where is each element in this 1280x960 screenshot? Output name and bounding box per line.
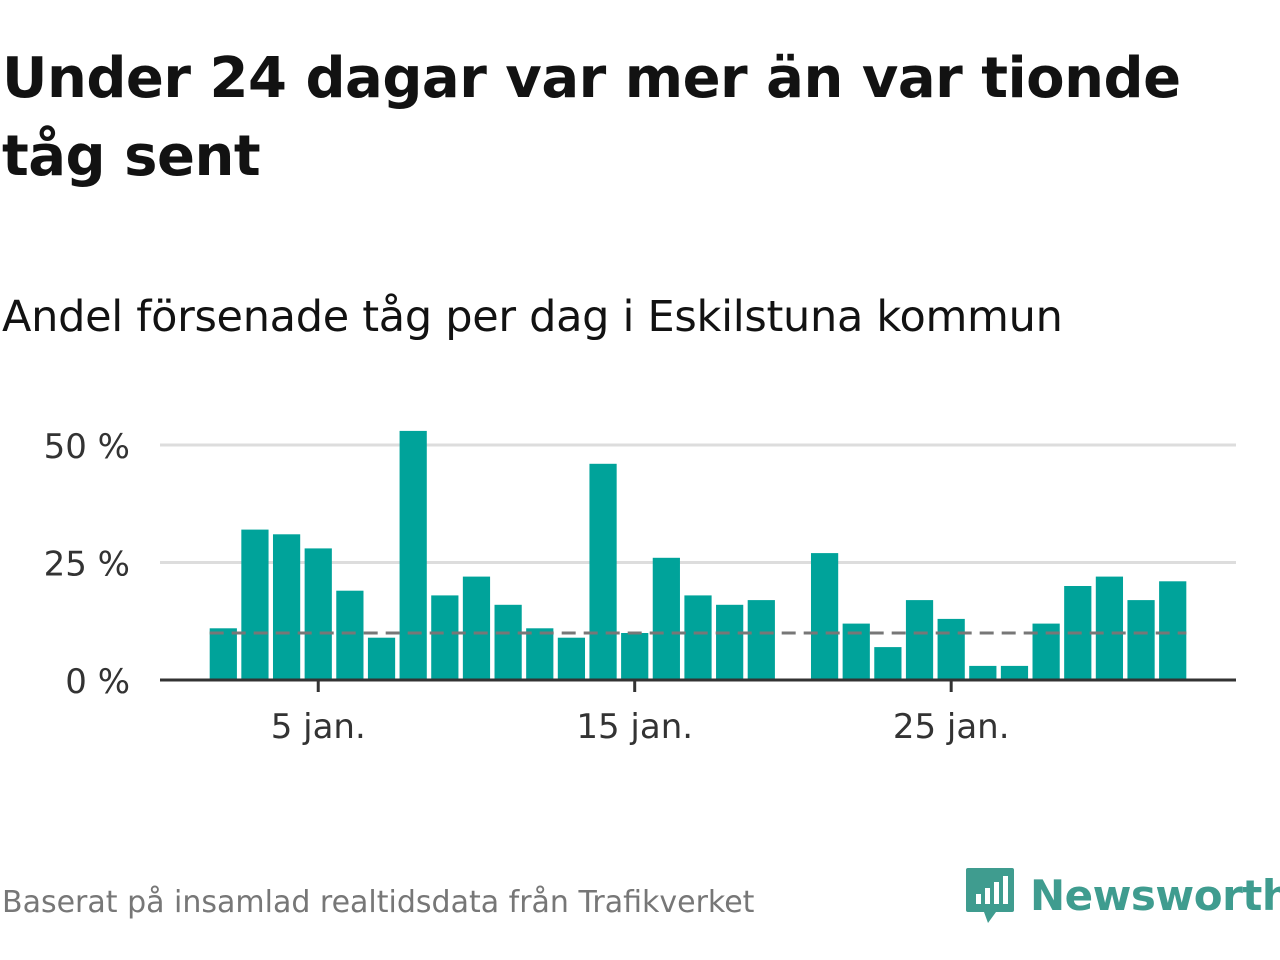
source-note: Baserat på insamlad realtidsdata från Tr… bbox=[2, 885, 755, 920]
bar bbox=[969, 665, 997, 680]
brand-name: Newsworthy bbox=[1030, 871, 1280, 920]
x-tick-label: 15 jan. bbox=[576, 707, 693, 747]
bar bbox=[1159, 581, 1187, 680]
bar bbox=[526, 628, 554, 680]
bar bbox=[304, 548, 332, 680]
x-tick-label: 25 jan. bbox=[893, 707, 1010, 747]
bar bbox=[684, 595, 712, 680]
bar bbox=[494, 604, 522, 680]
bar bbox=[810, 553, 839, 680]
bar bbox=[747, 600, 775, 680]
bar bbox=[874, 647, 902, 680]
bar bbox=[1095, 576, 1124, 680]
x-tick-label: 5 jan. bbox=[271, 707, 366, 747]
newsworthy-logo[interactable]: Newsworthy bbox=[964, 866, 1280, 926]
bar bbox=[1000, 665, 1029, 680]
y-tick-label: 0 % bbox=[65, 662, 130, 702]
bar bbox=[557, 637, 586, 680]
bar bbox=[241, 529, 269, 680]
bar bbox=[905, 600, 934, 680]
bar bbox=[367, 637, 396, 680]
bar bbox=[589, 463, 617, 680]
chart-title: Under 24 dagar var mer än var tionde tåg… bbox=[2, 46, 1181, 189]
bar-chart: 0 % 25 % 50 % 5 jan. 15 jan. 25 jan. bbox=[44, 427, 1236, 747]
bar bbox=[399, 430, 427, 680]
bar bbox=[652, 557, 680, 680]
bar bbox=[462, 576, 491, 680]
bar bbox=[431, 595, 459, 680]
y-tick-label: 25 % bbox=[44, 545, 130, 585]
bar bbox=[336, 590, 364, 680]
y-tick-label: 50 % bbox=[44, 427, 130, 467]
bar bbox=[209, 628, 237, 680]
chart-subtitle: Andel försenade tåg per dag i Eskilstuna… bbox=[2, 292, 1063, 342]
bar bbox=[272, 534, 301, 680]
bar bbox=[716, 604, 744, 680]
bar bbox=[621, 633, 649, 680]
bar bbox=[937, 618, 965, 680]
newsworthy-logo-icon bbox=[966, 868, 1014, 923]
bar bbox=[1127, 600, 1155, 680]
